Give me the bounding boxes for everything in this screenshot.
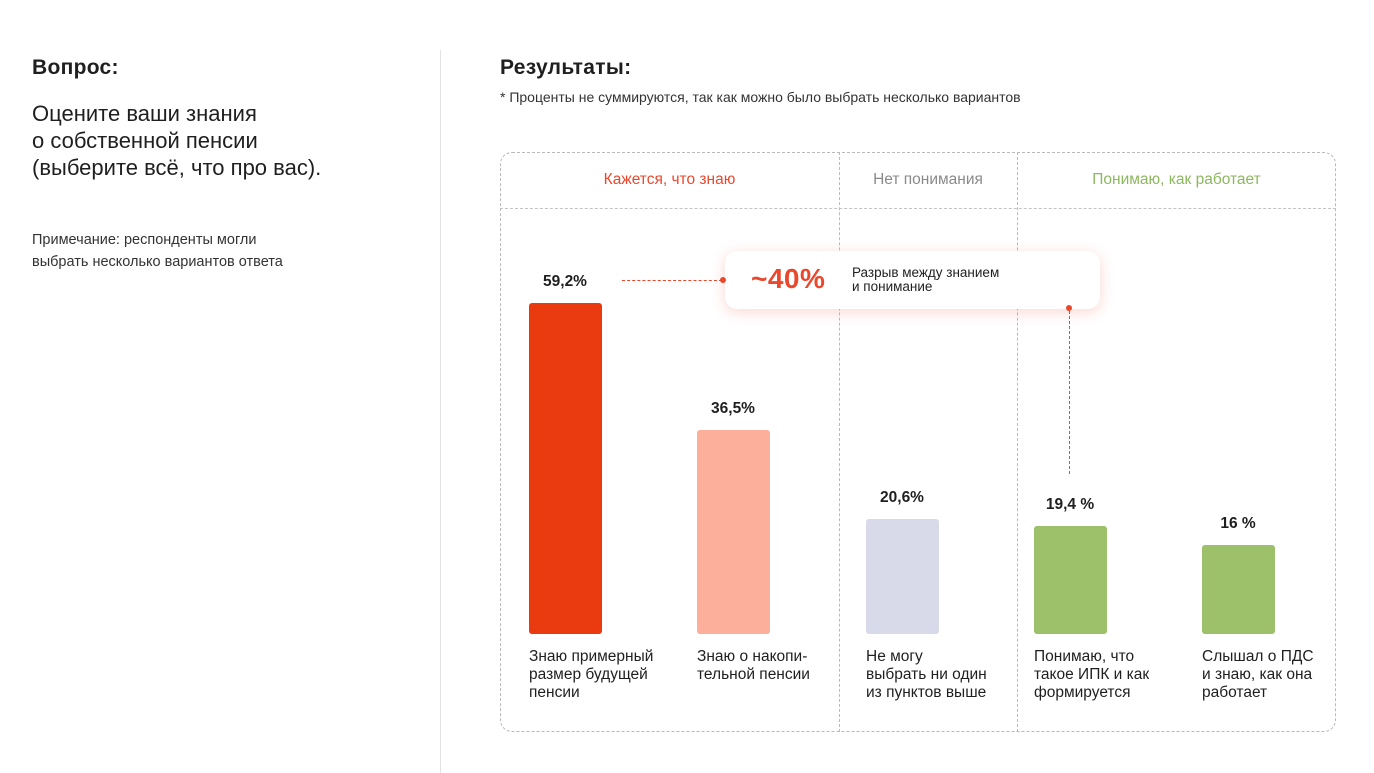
callout-dot-right	[1066, 305, 1072, 311]
callout-text: Разрыв между знанием и понимание	[852, 266, 999, 294]
question-panel: Вопрос: Оцените ваши знания о собственно…	[32, 56, 412, 273]
question-note-line: выбрать несколько вариантов ответа	[32, 254, 283, 270]
results-note: * Проценты не суммируются, так как можно…	[500, 89, 1021, 105]
bar-label: Знаю примерный размер будущей пенсии	[529, 648, 653, 702]
bar-label-line: Не могу	[866, 648, 923, 665]
bar-value-label: 19,4 %	[1045, 495, 1095, 513]
group-divider	[839, 152, 840, 732]
bar-label-line: тельной пенсии	[697, 666, 810, 683]
bar-label-line: Понимаю, что	[1034, 648, 1135, 665]
bar-label: Не могу выбрать ни один из пунктов выше	[866, 648, 987, 702]
gap-callout: ~40% Разрыв между знанием и понимание	[725, 251, 1100, 309]
bar-label-line: работает	[1202, 684, 1268, 701]
bar-label: Понимаю, что такое ИПК и как формируется	[1034, 648, 1149, 702]
bar-label-line: размер будущей	[529, 666, 648, 683]
bar-know-pension-size	[529, 303, 602, 634]
bar-label-line: Слышал о ПДС	[1202, 648, 1314, 665]
callout-text-line: Разрыв между знанием	[852, 265, 1000, 280]
question-label: Вопрос:	[32, 56, 119, 79]
bar-cannot-choose	[866, 518, 939, 634]
callout-connector-vertical	[1069, 311, 1070, 474]
bar-label-line: пенсии	[529, 684, 580, 701]
bar-label-line: выбрать ни один	[866, 666, 987, 683]
bar-value-label: 59,2%	[543, 273, 587, 290]
callout-value: ~40%	[751, 263, 826, 294]
question-note: Примечание: респонденты могли выбрать не…	[32, 229, 412, 273]
question-text-line: (выберите всё, что про вас).	[32, 155, 322, 180]
column-divider	[440, 50, 441, 773]
bar-label-line: Знаю о накопи-	[697, 648, 808, 665]
bar-label-line: и знаю, как она	[1202, 666, 1313, 683]
question-text: Оцените ваши знания о собственной пенсии…	[32, 100, 412, 181]
bar-label-line: формируется	[1034, 684, 1131, 701]
category-header-understand: Понимаю, как работает	[1092, 171, 1261, 188]
bar-label: Слышал о ПДС и знаю, как она работает	[1202, 648, 1314, 702]
bar-know-funded-pension	[697, 429, 770, 634]
chart-frame	[500, 152, 1336, 732]
category-header-no-understanding: Нет понимания	[873, 171, 983, 188]
callout-connector-horizontal	[622, 280, 722, 281]
bar-label-line: из пунктов выше	[866, 684, 987, 701]
header-divider	[500, 208, 1336, 209]
callout-text-line: и понимание	[852, 279, 933, 294]
bar-value-label: 16 %	[1220, 514, 1256, 532]
question-text-line: Оцените ваши знания	[32, 101, 257, 126]
bar-heard-pds	[1202, 544, 1275, 634]
bar-value-label: 36,5%	[711, 399, 755, 417]
question-text-line: о собственной пенсии	[32, 128, 258, 153]
bar-understand-ipk	[1034, 525, 1107, 634]
bar-label-line: такое ИПК и как	[1034, 666, 1150, 683]
bar-label: Знаю о накопи- тельной пенсии	[697, 648, 810, 684]
group-divider	[1017, 152, 1018, 732]
bar-value-label: 20,6%	[880, 488, 924, 506]
question-note-line: Примечание: респонденты могли	[32, 232, 257, 248]
callout-dot-left	[720, 277, 726, 283]
results-title: Результаты:	[500, 56, 632, 79]
category-header-know: Кажется, что знаю	[603, 171, 736, 188]
bar-label-line: Знаю примерный	[529, 648, 654, 665]
